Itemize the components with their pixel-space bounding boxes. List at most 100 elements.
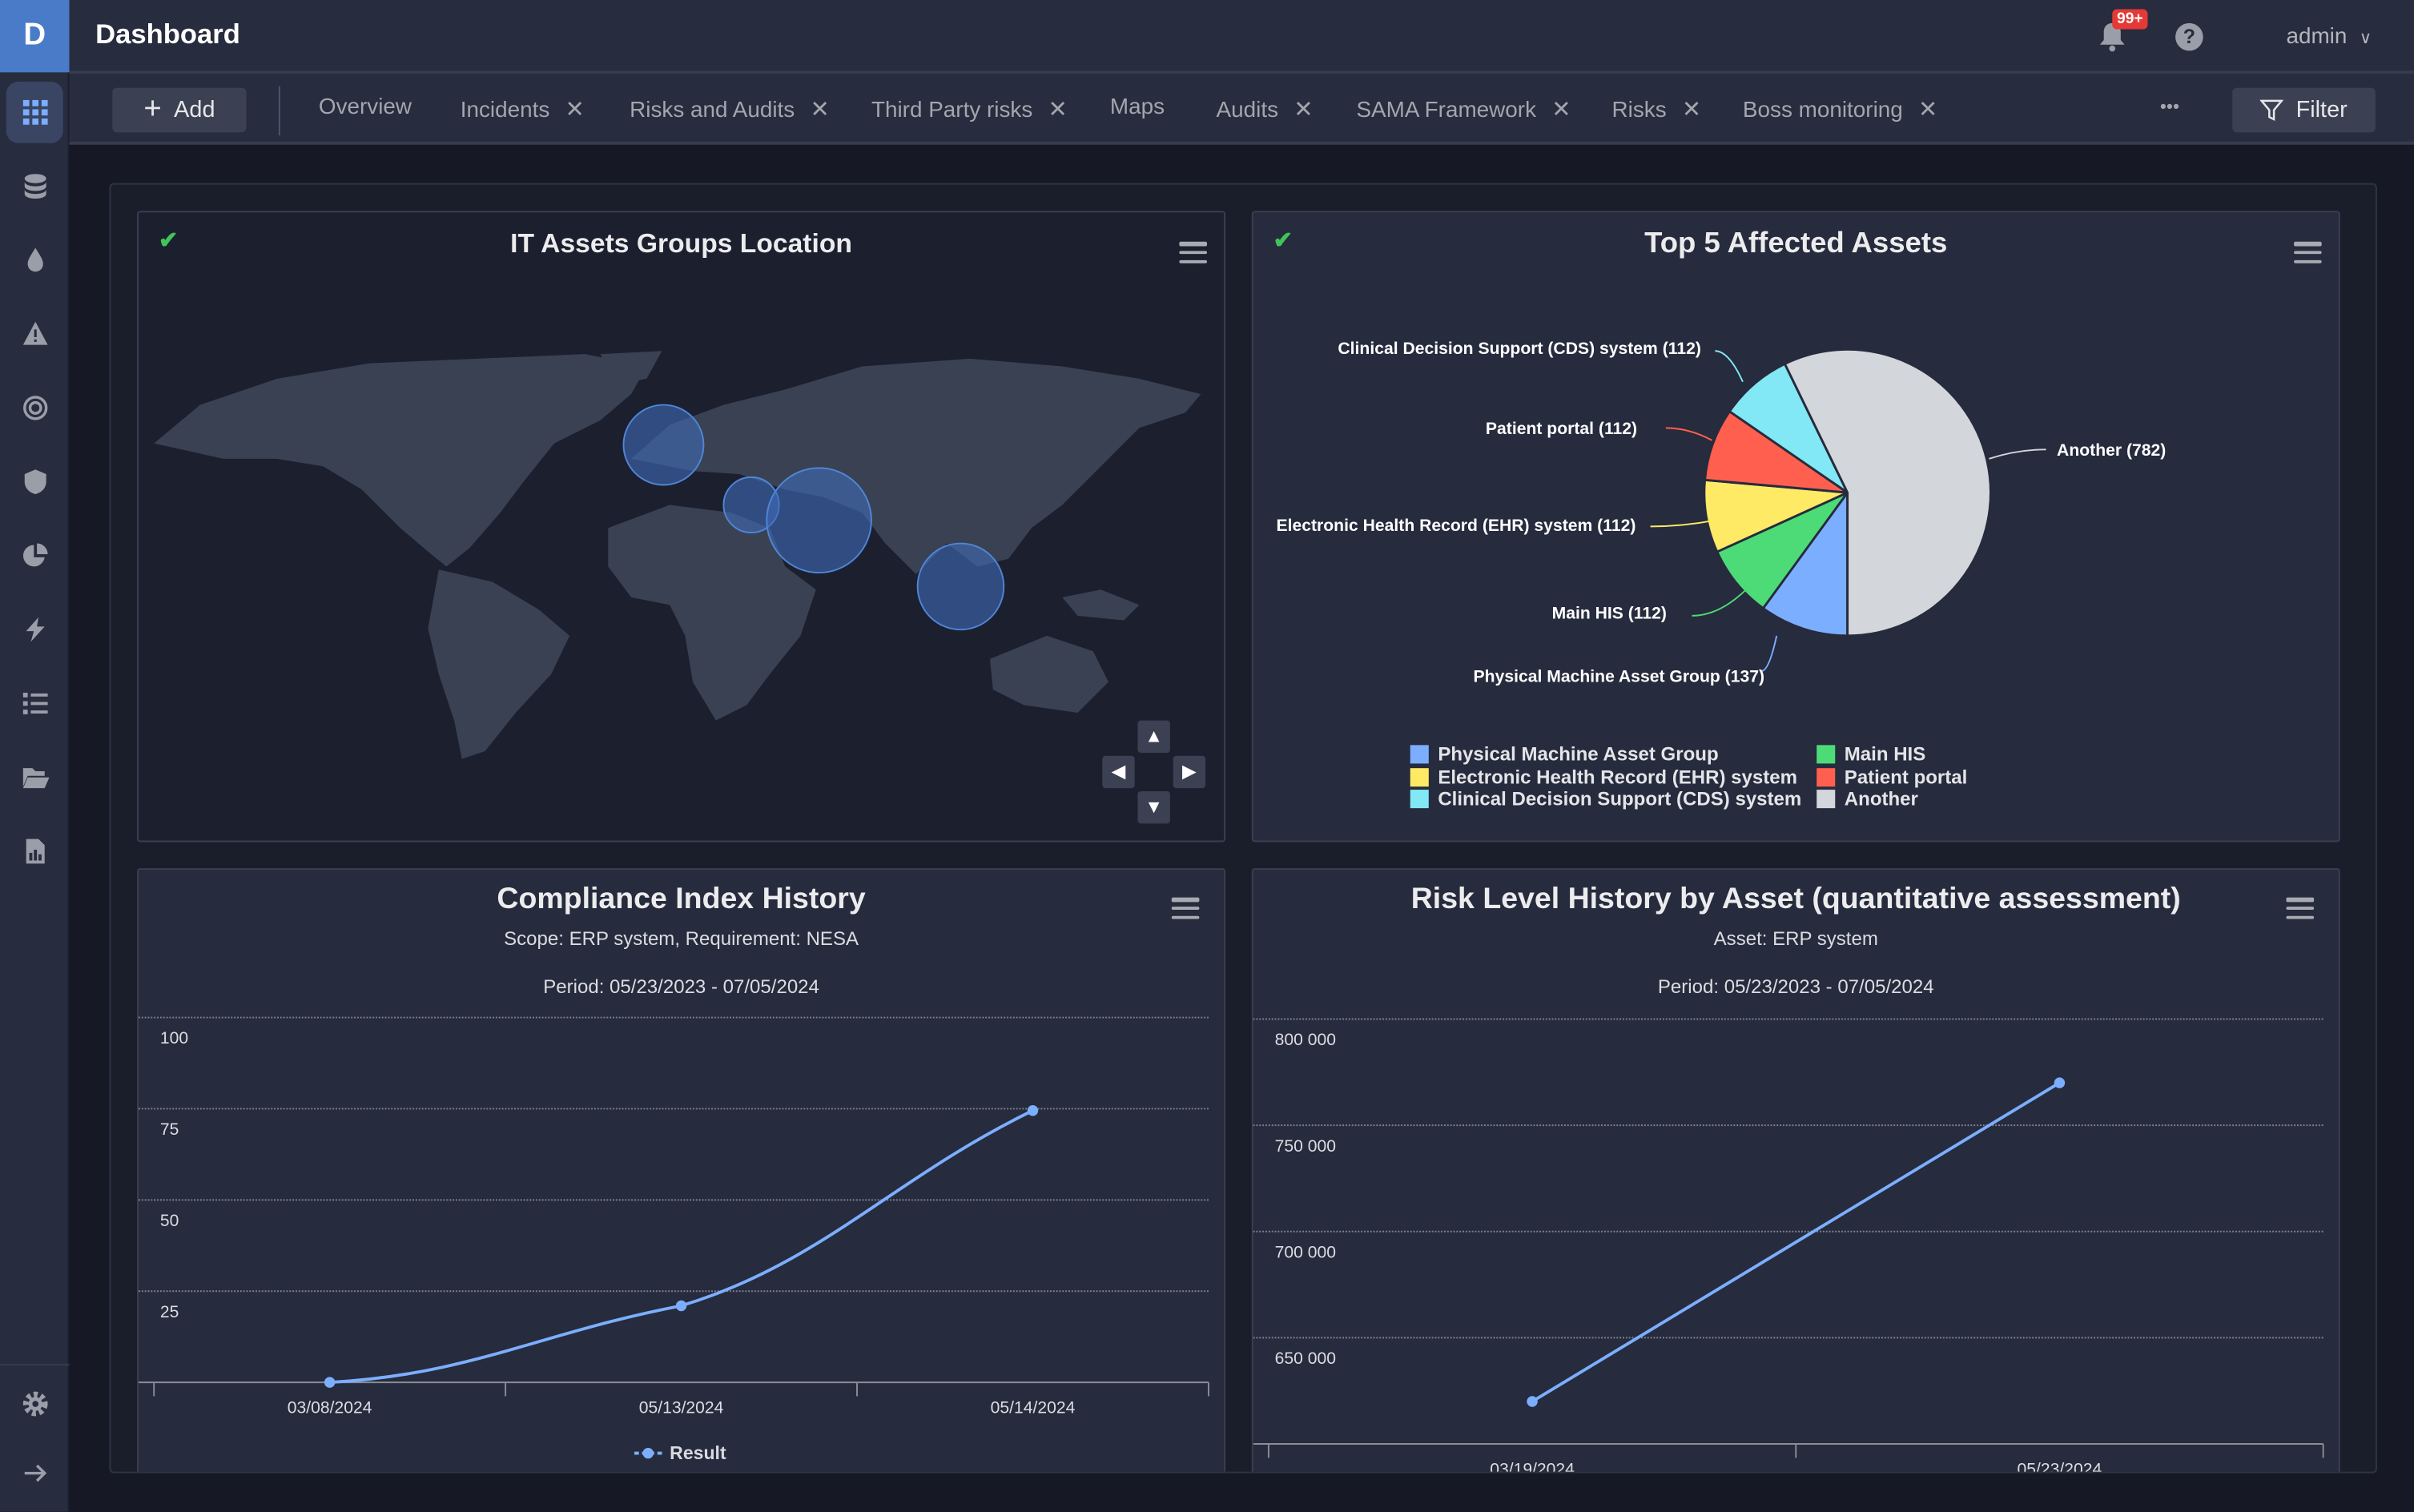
close-tab-icon[interactable]: ✕ xyxy=(810,97,830,123)
header: Dashboard 99+ ? admin ∨ xyxy=(69,0,2414,74)
pie-slice[interactable] xyxy=(1704,409,1852,495)
notifications-button[interactable]: 99+ xyxy=(2098,9,2148,60)
close-tab-icon[interactable]: ✕ xyxy=(1681,97,1702,123)
user-menu[interactable]: admin ∨ xyxy=(2286,25,2372,50)
sidebar-item-warning[interactable] xyxy=(6,304,63,365)
tab-audits[interactable]: Audits ✕ xyxy=(1217,95,1314,123)
widget-menu-button[interactable] xyxy=(1179,241,1208,263)
bolt-icon xyxy=(25,617,44,642)
widget-subtitle: Scope: ERP system, Requirement: NESA xyxy=(504,928,859,950)
y-tick-label: 75 xyxy=(160,1120,179,1139)
tab-risks-and-audits[interactable]: Risks and Audits ✕ xyxy=(630,95,829,123)
pie-slice[interactable] xyxy=(1703,478,1853,553)
tab-boss-monitoring[interactable]: Boss monitoring ✕ xyxy=(1743,95,1937,123)
filter-button[interactable]: Filter xyxy=(2232,87,2376,133)
legend-swatch xyxy=(1817,768,1836,787)
map-pan-left-button[interactable]: ◀ xyxy=(1102,755,1135,789)
pie-slice[interactable] xyxy=(1715,489,1852,610)
data-point[interactable] xyxy=(675,1300,687,1312)
x-tick-label: 03/08/2024 xyxy=(288,1399,372,1418)
tab-label: SAMA Framework xyxy=(1356,99,1537,123)
legend-item[interactable]: Clinical Decision Support (CDS) system xyxy=(1410,788,1801,810)
risk-level-widget: Risk Level History by Asset (quantitativ… xyxy=(1251,868,2340,1473)
pie-label: Clinical Decision Support (CDS) system (… xyxy=(1338,340,1701,359)
sidebar-item-dashboard[interactable] xyxy=(6,81,63,143)
y-tick-label: 50 xyxy=(160,1212,179,1230)
more-tabs-button[interactable]: ••• xyxy=(2159,95,2180,118)
map-pan-right-button[interactable]: ▶ xyxy=(1173,755,1206,789)
bubble-southeast-asia[interactable] xyxy=(916,542,1005,631)
x-tick-label: 03/19/2024 xyxy=(1490,1460,1575,1473)
pie-connector xyxy=(1760,635,1778,673)
legend-item[interactable]: Physical Machine Asset Group xyxy=(1410,743,1719,765)
tab-overview[interactable]: Overview xyxy=(319,95,412,120)
logo[interactable]: D xyxy=(0,0,70,73)
help-icon[interactable]: ? xyxy=(2175,22,2203,51)
sidebar-item-drop[interactable] xyxy=(6,229,63,291)
legend-item[interactable]: Main HIS xyxy=(1817,743,1925,765)
legend-item[interactable]: Another xyxy=(1817,788,1918,810)
expand-sidebar-button[interactable] xyxy=(6,1442,63,1504)
tab-incidents[interactable]: Incidents ✕ xyxy=(461,95,585,123)
sidebar-item-shield[interactable] xyxy=(6,451,63,513)
pie-slice[interactable] xyxy=(1761,489,1849,637)
map-widget: ✔ IT Assets Groups Location xyxy=(137,211,1226,842)
world-map[interactable] xyxy=(139,212,1225,842)
legend-item[interactable]: Electronic Health Record (EHR) system xyxy=(1410,766,1797,788)
chart-legend[interactable]: Result xyxy=(634,1442,726,1464)
folder-open-icon xyxy=(22,768,49,789)
sidebar-item-bolt[interactable] xyxy=(6,599,63,661)
sidebar-item-report[interactable] xyxy=(6,821,63,883)
sidebar-item-list[interactable] xyxy=(6,673,63,734)
widget-menu-button[interactable] xyxy=(2294,241,2322,263)
close-tab-icon[interactable]: ✕ xyxy=(565,97,585,123)
tab-maps[interactable]: Maps xyxy=(1110,95,1165,120)
legend-item[interactable]: Patient portal xyxy=(1817,766,1967,788)
data-point[interactable] xyxy=(324,1377,336,1388)
widget-menu-button[interactable] xyxy=(2286,897,2315,919)
data-point[interactable] xyxy=(1527,1396,1538,1407)
asset-bubbles[interactable] xyxy=(622,404,1005,631)
legend-label: Patient portal xyxy=(1844,766,1968,789)
tab-label: Overview xyxy=(318,95,412,120)
tab-third-party-risks[interactable]: Third Party risks ✕ xyxy=(871,95,1068,123)
data-point[interactable] xyxy=(2054,1077,2066,1088)
page-title: Dashboard xyxy=(95,18,240,50)
pie-slice[interactable] xyxy=(1728,362,1851,497)
widget-period: Period: 05/23/2023 - 07/05/2024 xyxy=(1657,975,1934,998)
close-tab-icon[interactable]: ✕ xyxy=(1551,97,1571,123)
sidebar-item-target[interactable] xyxy=(6,377,63,439)
sidebar-item-database[interactable] xyxy=(6,155,63,217)
sidebar-item-folder[interactable] xyxy=(6,746,63,808)
x-tick-label: 05/14/2024 xyxy=(991,1399,1076,1418)
bubble-europe[interactable] xyxy=(622,404,705,486)
widget-title: Risk Level History by Asset (quantitativ… xyxy=(1410,882,2181,916)
legend-label: Electronic Health Record (EHR) system xyxy=(1438,766,1797,789)
tab-risks[interactable]: Risks ✕ xyxy=(1612,95,1702,123)
data-point[interactable] xyxy=(1027,1105,1039,1116)
close-tab-icon[interactable]: ✕ xyxy=(1294,97,1314,123)
tab-label: Third Party risks xyxy=(871,99,1033,123)
close-tab-icon[interactable]: ✕ xyxy=(1048,97,1068,123)
add-button[interactable]: + Add xyxy=(112,87,247,133)
target-icon xyxy=(22,396,47,420)
tab-sama-framework[interactable]: SAMA Framework ✕ xyxy=(1356,95,1571,123)
map-pan-up-button[interactable]: ▲ xyxy=(1137,720,1170,753)
drop-icon xyxy=(26,247,42,272)
line-chart: 650 000 700 000 750 000 800 000 03/19/2024 05… xyxy=(1253,1018,2324,1473)
bubble-middle-east[interactable] xyxy=(766,467,872,574)
widget-title: IT Assets Groups Location xyxy=(510,227,852,259)
legend-label: Main HIS xyxy=(1844,743,1926,766)
sidebar-item-pie[interactable] xyxy=(6,525,63,586)
legend-swatch xyxy=(1410,790,1429,809)
pie-slice[interactable] xyxy=(1783,348,1992,637)
pie-label: Main HIS (112) xyxy=(1551,605,1667,624)
legend-marker xyxy=(634,1447,662,1459)
y-tick-label: 100 xyxy=(160,1029,188,1048)
y-tick-label: 750 000 xyxy=(1275,1137,1336,1156)
toolbar-divider xyxy=(278,86,280,136)
settings-button[interactable] xyxy=(6,1373,63,1435)
widget-menu-button[interactable] xyxy=(1171,897,1200,919)
close-tab-icon[interactable]: ✕ xyxy=(1918,97,1938,123)
map-pan-down-button[interactable]: ▼ xyxy=(1137,791,1170,824)
